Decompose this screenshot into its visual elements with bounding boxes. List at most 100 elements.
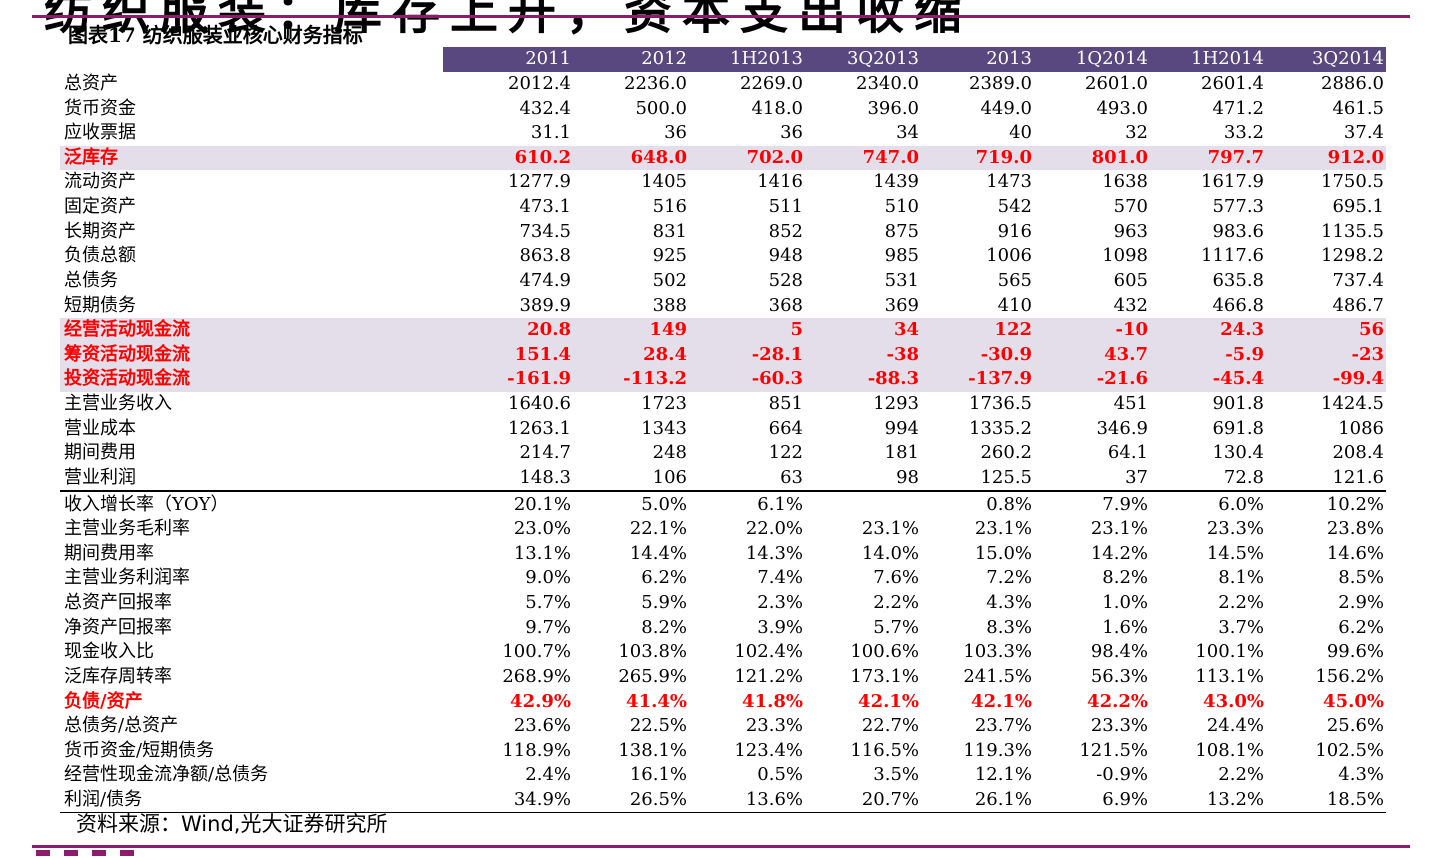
- value-cell: 103.3%: [963, 641, 1032, 663]
- row-label: 泛库存: [60, 145, 443, 171]
- value-cell: 474.9: [519, 269, 571, 291]
- value-cell: 138.1%: [618, 739, 687, 761]
- value-cell: 20.8: [443, 317, 573, 343]
- header-cell: 2012: [573, 47, 689, 72]
- value-cell: 31.1: [530, 122, 571, 144]
- value-cell: 125.5: [980, 466, 1032, 488]
- value-cell: 22.0%: [745, 518, 803, 540]
- figure-title: 图表17 纺织服装业核心财务指标: [68, 23, 363, 47]
- value-cell: 18.5%: [1266, 787, 1386, 814]
- row-label: 营业利润: [64, 466, 136, 488]
- value-cell: 41.4%: [626, 690, 687, 712]
- value-cell: 851: [768, 393, 803, 415]
- row-label: 投资活动现金流: [60, 367, 443, 392]
- row-label: 主营业务收入: [64, 393, 172, 415]
- value-cell: 148.3: [519, 466, 571, 488]
- value-cell: 121.2%: [734, 665, 803, 687]
- value-cell: 43.0%: [1203, 690, 1264, 712]
- value-cell: -88.3: [805, 367, 921, 392]
- value-cell: 13.6%: [689, 787, 805, 814]
- table-row: 营业利润 148.3 106 63 98 125.5 37 72.8 121.6: [60, 466, 1386, 492]
- value-cell: [805, 490, 921, 517]
- value-cell: 2.4%: [525, 764, 571, 786]
- value-cell: 461.5: [1332, 97, 1384, 119]
- value-cell: 23.3%: [1090, 715, 1148, 737]
- value-cell: 1723: [641, 393, 687, 415]
- value-cell: 32: [1125, 122, 1148, 144]
- table-row: 短期债务 389.9 388 368 369 410 432 466.8 486.7: [60, 293, 1386, 318]
- value-cell: 8.2%: [641, 616, 687, 638]
- value-cell: 7.9%: [1034, 490, 1150, 517]
- value-cell: 2.3%: [757, 592, 803, 614]
- row-label: 现金收入比: [64, 641, 154, 663]
- value-cell: 20.1%: [443, 490, 573, 517]
- value-cell: 1750.5: [1321, 171, 1384, 193]
- value-cell: 98: [896, 466, 919, 488]
- value-cell: 248: [652, 442, 687, 464]
- table-row: 收入增长率（YOY） 20.1% 5.0% 6.1% 0.8% 7.9% 6.0% 10.2%: [60, 490, 1386, 517]
- value-cell: 1473: [986, 171, 1032, 193]
- value-cell: 531: [884, 269, 919, 291]
- source-note: 资料来源：Wind,光大证券研究所: [76, 812, 388, 836]
- row-label: 流动资产: [64, 171, 136, 193]
- value-cell: 577.3: [1212, 196, 1264, 218]
- value-cell: 9.0%: [525, 567, 571, 589]
- value-cell: 121.5%: [1079, 739, 1148, 761]
- value-cell: 863.8: [519, 245, 571, 267]
- value-cell: 23.1%: [1090, 518, 1148, 540]
- header-cell: 1H2013: [689, 47, 805, 72]
- value-cell: 570: [1113, 196, 1148, 218]
- value-cell: 122: [768, 442, 803, 464]
- value-cell: 5: [689, 317, 805, 343]
- value-cell: 119.3%: [963, 739, 1032, 761]
- value-cell: 8.2%: [1102, 567, 1148, 589]
- value-cell: 2269.0: [740, 72, 803, 94]
- value-cell: 214.7: [519, 442, 571, 464]
- value-cell: 7.6%: [873, 567, 919, 589]
- value-cell: 7.4%: [757, 567, 803, 589]
- table-row: 期间费用率 13.1% 14.4% 14.3% 14.0% 15.0% 14.2% 14.5%…: [60, 542, 1386, 567]
- row-label: 短期债务: [64, 294, 136, 316]
- table-row: 应收票据 31.1 36 36 34 40 32 33.2 37.4: [60, 121, 1386, 146]
- value-cell: 16.1%: [629, 764, 687, 786]
- row-label: 固定资产: [64, 196, 136, 218]
- value-cell: 23.1%: [861, 518, 919, 540]
- row-label: 长期资产: [64, 220, 136, 242]
- value-cell: 63: [780, 466, 803, 488]
- header-cell: 1H2014: [1150, 47, 1266, 72]
- value-cell: 181: [884, 442, 919, 464]
- value-cell: -45.4: [1150, 367, 1266, 392]
- value-cell: 40: [1009, 122, 1032, 144]
- value-cell: 4.3%: [1338, 764, 1384, 786]
- value-cell: -10: [1034, 317, 1150, 343]
- value-cell: 123.4%: [734, 739, 803, 761]
- value-cell: 510: [884, 196, 919, 218]
- value-cell: 2389.0: [969, 72, 1032, 94]
- header-cell: 3Q2014: [1266, 47, 1386, 72]
- row-label: 总资产: [64, 72, 118, 94]
- value-cell: 1416: [757, 171, 803, 193]
- table-row: 现金收入比 100.7% 103.8% 102.4% 100.6% 103.3% 98.4%…: [60, 640, 1386, 665]
- row-label: 经营活动现金流: [60, 317, 443, 343]
- value-cell: 113.1%: [1195, 665, 1264, 687]
- value-cell: 388: [652, 294, 687, 316]
- value-cell: 100.1%: [1195, 641, 1264, 663]
- value-cell: -137.9: [921, 367, 1034, 392]
- value-cell: 23.6%: [513, 715, 571, 737]
- value-cell: 648.0: [573, 145, 689, 171]
- row-label: 营业成本: [64, 417, 136, 439]
- table-row: 总资产 2012.4 2236.0 2269.0 2340.0 2389.0 2601.0 2…: [60, 72, 1386, 97]
- value-cell: 3.5%: [873, 764, 919, 786]
- value-cell: 12.1%: [974, 764, 1032, 786]
- value-cell: 831: [652, 220, 687, 242]
- row-label: 泛库存周转率: [64, 665, 172, 687]
- value-cell: 528: [768, 269, 803, 291]
- value-cell: 100.7%: [502, 641, 571, 663]
- value-cell: 852: [768, 220, 803, 242]
- value-cell: 1424.5: [1321, 393, 1384, 415]
- value-cell: 37.4: [1343, 122, 1384, 144]
- value-cell: 5.0%: [573, 490, 689, 517]
- value-cell: 265.9%: [618, 665, 687, 687]
- table-row: 主营业务利润率 9.0% 6.2% 7.4% 7.6% 7.2% 8.2% 8.1% 8.5%: [60, 566, 1386, 591]
- header-cell: 2011: [443, 47, 573, 72]
